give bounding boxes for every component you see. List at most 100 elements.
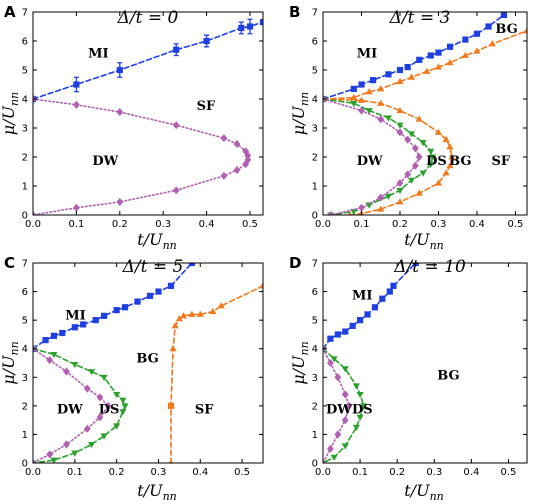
x-axis-label-subscript: nn	[430, 490, 444, 503]
series-4-point	[63, 440, 70, 449]
series-3-point	[87, 441, 96, 449]
series-0-point	[435, 49, 442, 56]
series-2-point	[334, 430, 342, 439]
series-1-point	[220, 134, 228, 143]
series-3-point	[113, 423, 121, 430]
series-1-point	[244, 151, 252, 160]
x-tick-label: 0.5	[242, 219, 258, 230]
series-1-line	[170, 285, 263, 463]
series-4-point	[404, 170, 412, 179]
y-axis-label-subscript: nn	[8, 341, 21, 355]
series-3-point	[427, 148, 435, 155]
series-0-point	[446, 43, 454, 50]
plot-area	[323, 12, 527, 215]
series-3-point	[113, 391, 121, 399]
series-3-markers	[33, 346, 129, 463]
region-label: MI	[88, 47, 108, 62]
region-label: BG	[449, 154, 471, 169]
x-axis-label: t/Unn	[137, 230, 176, 252]
x-tick-label: 0.3	[151, 467, 167, 478]
series-0-point	[412, 263, 419, 267]
series-0-point	[349, 322, 356, 329]
series-4-point	[63, 367, 70, 376]
x-axis-label-subscript: nn	[430, 239, 444, 252]
series-0-point	[50, 332, 58, 339]
region-label: DW	[92, 154, 118, 169]
y-axis-label: μ/Unn	[0, 341, 21, 384]
series-2-point	[446, 143, 454, 150]
axes-frame	[32, 262, 264, 464]
region-label: DS	[426, 154, 447, 169]
axes-frame	[32, 11, 264, 216]
series-1-point	[461, 51, 469, 58]
series-0-point	[334, 331, 341, 338]
series-4-point	[104, 401, 112, 410]
plot-area	[33, 263, 263, 463]
series-2-line	[323, 347, 350, 463]
y-tick-label: 3	[312, 373, 318, 384]
y-tick-label: 7	[312, 8, 318, 19]
series-1-point	[217, 302, 225, 309]
y-tick-label: 0	[312, 459, 318, 470]
region-label: MI	[357, 47, 377, 62]
y-tick-label: 1	[22, 430, 28, 441]
x-tick-label: 0.1	[354, 219, 370, 230]
x-tick-label: 0.5	[507, 219, 523, 230]
plot-area	[323, 263, 419, 463]
series-0-point	[416, 56, 423, 63]
series-2-point	[345, 401, 353, 410]
series-1-point	[172, 121, 180, 130]
series-2-point	[396, 106, 404, 114]
series-1-point	[242, 160, 250, 169]
series-1-point	[179, 312, 188, 319]
x-tick-label: 0.5	[501, 467, 517, 478]
series-4-point	[358, 106, 365, 115]
axes-frame	[322, 262, 528, 464]
series-1-point	[446, 59, 454, 66]
series-0-point	[342, 328, 349, 335]
panel-title: Δ/t = 3	[389, 8, 451, 28]
x-axis-label-subscript: nn	[163, 239, 177, 252]
x-tick-label: 0.2	[112, 219, 128, 230]
series-0-point	[485, 23, 492, 30]
y-tick-label: 7	[22, 8, 28, 19]
series-1-point	[188, 310, 196, 317]
y-tick-label: 5	[312, 66, 318, 77]
series-2-point	[327, 444, 334, 453]
series-1-point	[423, 67, 431, 74]
series-3-point	[350, 100, 358, 108]
series-2-point	[327, 358, 334, 368]
series-3-point	[119, 409, 127, 416]
series-0-point	[364, 311, 371, 318]
y-tick-label: 1	[312, 182, 318, 193]
region-label: SF	[492, 154, 511, 169]
series-0-point	[92, 317, 99, 324]
x-tick-label: 0.4	[469, 219, 485, 230]
y-axis-label: μ/Unn	[0, 92, 21, 135]
y-tick-label: 4	[22, 95, 28, 106]
series-4-point	[396, 179, 404, 188]
series-0-line	[33, 21, 263, 100]
series-1-point	[175, 314, 183, 322]
y-tick-label: 2	[312, 401, 318, 412]
series-2-markers	[167, 402, 175, 409]
y-tick-label: 4	[312, 344, 318, 355]
x-tick-label: 0.4	[192, 467, 208, 478]
series-1-point	[365, 88, 373, 95]
y-tick-label: 2	[22, 401, 28, 412]
x-tick-label: 0.2	[109, 467, 125, 478]
panel-d: 0.0 0.1 0.2 0.3 0.4 0.5 0 1 2 3 4 5 6 7D Δ/t = 10 t/Unn…	[289, 254, 528, 503]
x-tick-label: 0.2	[392, 219, 408, 230]
y-tick-label: 6	[312, 287, 318, 298]
series-0-point	[386, 288, 393, 295]
series-1-point	[116, 197, 124, 206]
y-tick-label: 5	[22, 66, 28, 77]
series-0-point	[146, 292, 154, 299]
series-3-point	[365, 108, 373, 115]
series-0-point	[462, 36, 469, 43]
series-2-point	[334, 373, 342, 382]
series-1-point	[360, 403, 368, 410]
series-4-point	[358, 203, 365, 212]
series-4-point	[46, 450, 54, 459]
y-tick-label: 0	[312, 211, 318, 222]
